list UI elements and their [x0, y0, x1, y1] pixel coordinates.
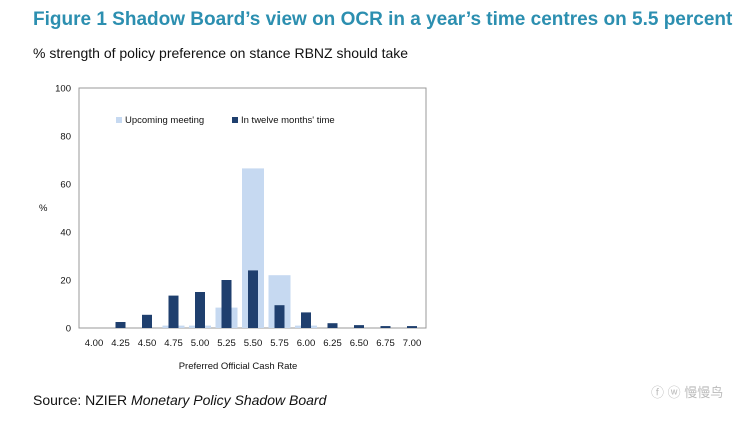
- bar-twelve-months-4.50: [142, 314, 152, 328]
- source-note: Source: NZIER Monetary Policy Shadow Boa…: [33, 392, 326, 408]
- x-tick-label: 4.00: [85, 338, 104, 349]
- bar-twelve-months-5.50: [248, 270, 258, 328]
- x-tick-label: 4.50: [138, 338, 157, 349]
- y-tick-label: 20: [60, 276, 71, 287]
- bar-twelve-months-6.25: [327, 323, 338, 328]
- x-tick-label: 4.25: [111, 338, 130, 349]
- figure-title: Figure 1 Shadow Board’s view on OCR in a…: [33, 9, 733, 30]
- x-tick-label: 5.00: [191, 338, 210, 349]
- x-axis-label: Preferred Official Cash Rate: [179, 361, 298, 372]
- y-tick-label: 80: [60, 132, 71, 143]
- legend: Upcoming meeting In twelve months' time: [116, 115, 335, 126]
- legend-swatch-twelve-months: [232, 117, 238, 123]
- bar-twelve-months-6.50: [354, 325, 364, 328]
- bar-twelve-months-6.75: [380, 326, 391, 328]
- legend-label-twelve-months: In twelve months' time: [241, 115, 335, 126]
- x-tick-label: 7.00: [403, 338, 422, 349]
- bar-twelve-months-5.00: [195, 292, 205, 328]
- bar-twelve-months-7.00: [407, 326, 417, 328]
- y-tick-label: 100: [55, 84, 71, 95]
- y-tick-label: 0: [66, 324, 71, 335]
- x-tick-label: 5.25: [217, 338, 236, 349]
- x-tick-label: 5.75: [270, 338, 289, 349]
- y-axis-label: %: [39, 203, 48, 214]
- x-tick-label: 6.75: [376, 338, 395, 349]
- bar-twelve-months-4.75: [168, 295, 179, 328]
- x-tick-label: 6.00: [297, 338, 316, 349]
- x-tick-label: 6.25: [323, 338, 342, 349]
- source-publication: Monetary Policy Shadow Board: [131, 392, 327, 408]
- x-tick-label: 4.75: [164, 338, 183, 349]
- bar-twelve-months-4.25: [115, 322, 126, 328]
- bar-twelve-months-5.75: [274, 305, 285, 328]
- x-tick-label: 5.50: [244, 338, 263, 349]
- source-prefix: Source: NZIER: [33, 392, 132, 408]
- legend-swatch-upcoming: [116, 117, 122, 123]
- x-tick-label: 6.50: [350, 338, 369, 349]
- y-tick-label: 60: [60, 180, 71, 191]
- watermark: ⓕ ⓦ 慢慢鸟: [651, 385, 724, 400]
- figure-subtitle: % strength of policy preference on stanc…: [33, 45, 409, 61]
- bar-upcoming-5.50: [242, 168, 264, 328]
- y-tick-label: 40: [60, 228, 71, 239]
- legend-label-upcoming: Upcoming meeting: [125, 115, 204, 126]
- bar-twelve-months-5.25: [221, 280, 232, 328]
- bar-upcoming-5.75: [268, 275, 291, 328]
- bar-twelve-months-6.00: [301, 312, 311, 328]
